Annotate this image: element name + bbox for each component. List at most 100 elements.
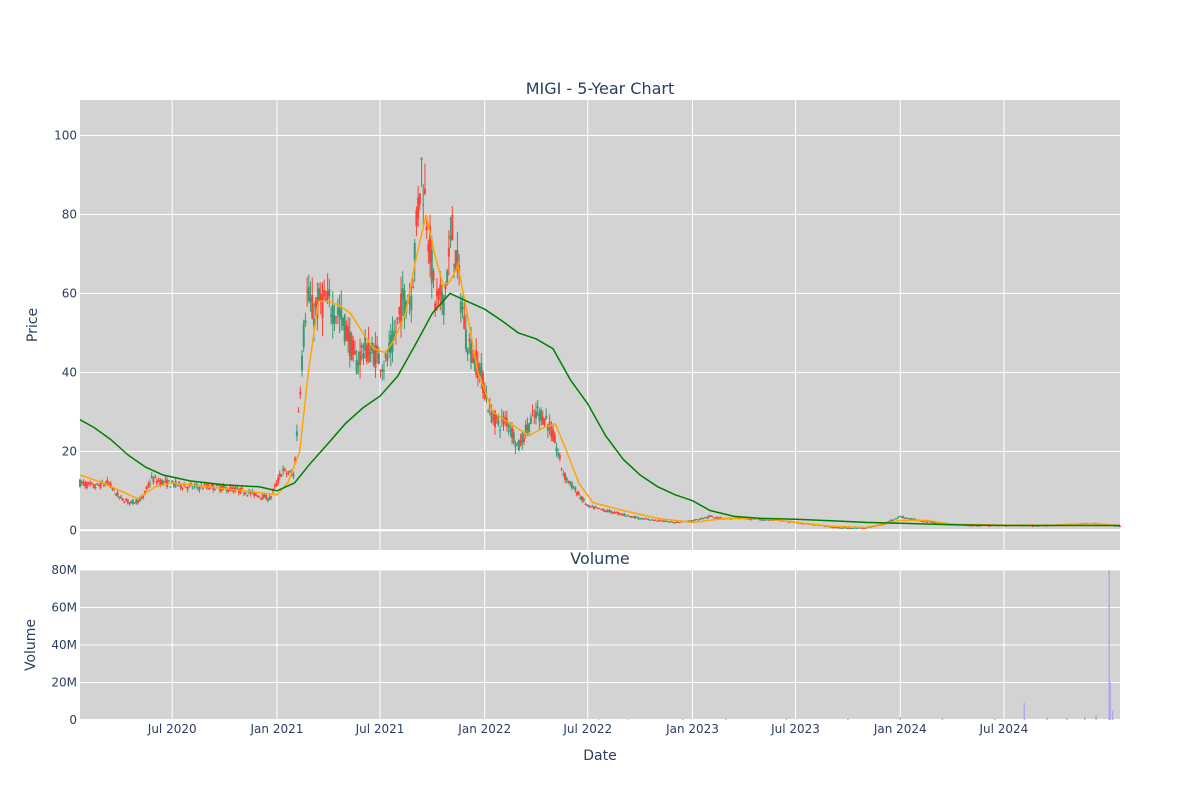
candle-body (183, 485, 186, 487)
candle-body (470, 339, 473, 363)
candle-body (509, 429, 512, 432)
candle-body (437, 288, 440, 300)
candle-body (171, 480, 174, 484)
candle-body (601, 508, 604, 510)
candle-body (642, 518, 645, 520)
candle-body (374, 345, 377, 368)
volume-bars (597, 570, 1114, 720)
candle-body (309, 297, 312, 302)
candle-body (377, 353, 380, 365)
candle-body (686, 520, 689, 522)
candle-body (408, 298, 411, 300)
candle-body (931, 521, 934, 523)
candle-body (352, 340, 355, 355)
candle-body (478, 366, 481, 377)
candle-body (150, 476, 153, 479)
candle-body (697, 519, 700, 521)
candle-body (512, 432, 515, 444)
candle-body (526, 424, 529, 431)
candle-body (94, 487, 97, 489)
candle-body (497, 419, 500, 425)
x-axis-title: Date (583, 748, 616, 764)
candle-body (138, 498, 141, 502)
candle-body (140, 497, 143, 499)
candle-body (423, 188, 426, 194)
candle-body (444, 284, 447, 289)
candle-body (934, 522, 937, 524)
candle-body (265, 494, 268, 500)
candle-body (890, 519, 893, 522)
candle-body (674, 521, 677, 523)
candle-body (543, 418, 546, 425)
candle-body (130, 500, 133, 503)
volume-bar (1084, 716, 1086, 720)
candle-body (495, 415, 498, 420)
candle-body (902, 516, 905, 518)
candle-body (258, 496, 261, 498)
volume-bar (1046, 717, 1048, 720)
candle-body (664, 520, 667, 522)
candle-body (577, 491, 580, 495)
candle-body (702, 518, 705, 520)
candle-body (347, 326, 350, 342)
candle-body (908, 518, 911, 520)
x-tick-label: Jul 2024 (978, 722, 1028, 736)
candle-body (857, 527, 860, 529)
candle-body (280, 474, 283, 477)
price-y-tick-label: 40 (62, 365, 77, 379)
candle-body (582, 499, 585, 501)
candle-body (833, 527, 836, 529)
candle-body (524, 424, 527, 434)
candle-body (639, 518, 642, 520)
candle-body (201, 488, 204, 490)
candle-body (401, 288, 404, 300)
candle-body (249, 492, 252, 494)
candle-body (468, 339, 471, 341)
candle-body (548, 422, 551, 427)
candle-body (118, 496, 121, 498)
candle-body (109, 483, 112, 488)
candle-body (147, 483, 150, 487)
x-tick-label: Jan 2024 (873, 722, 927, 736)
candle-body (575, 492, 578, 496)
candle-body (111, 488, 114, 490)
candle-body (910, 518, 913, 520)
candle-body (587, 505, 590, 507)
candle-body (604, 511, 607, 513)
candle-body (828, 526, 831, 528)
candle-body (302, 323, 305, 348)
candle-body (217, 484, 220, 486)
candle-body (355, 360, 358, 374)
price-y-tick-label: 0 (69, 523, 77, 537)
candle-body (671, 521, 674, 523)
candle-body (891, 519, 894, 521)
candle-body (159, 479, 162, 486)
candle-body (434, 303, 437, 310)
candle-body (191, 487, 194, 489)
candle-body (461, 306, 464, 310)
x-tick-label: Jul 2021 (355, 722, 405, 736)
candle-body (224, 486, 227, 488)
candle-body (490, 412, 493, 423)
candle-body (599, 509, 602, 511)
candle-body (362, 353, 365, 359)
candle-body (536, 406, 539, 409)
candle-body (186, 487, 189, 490)
candle-body (330, 315, 333, 317)
candle-body (603, 509, 606, 512)
candle-body (565, 478, 568, 481)
candle-body (787, 522, 790, 524)
candle-body (292, 473, 295, 477)
candle-body (106, 479, 109, 484)
candle-body (528, 423, 531, 433)
candle-body (273, 486, 276, 488)
candle-body (142, 495, 145, 498)
candle-body (652, 520, 655, 522)
candle-body (676, 521, 679, 523)
price-y-tick-label: 60 (62, 286, 77, 300)
candle-body (92, 484, 95, 488)
candle-body (256, 495, 259, 498)
candle-body (620, 514, 623, 516)
candle-body (227, 490, 230, 492)
